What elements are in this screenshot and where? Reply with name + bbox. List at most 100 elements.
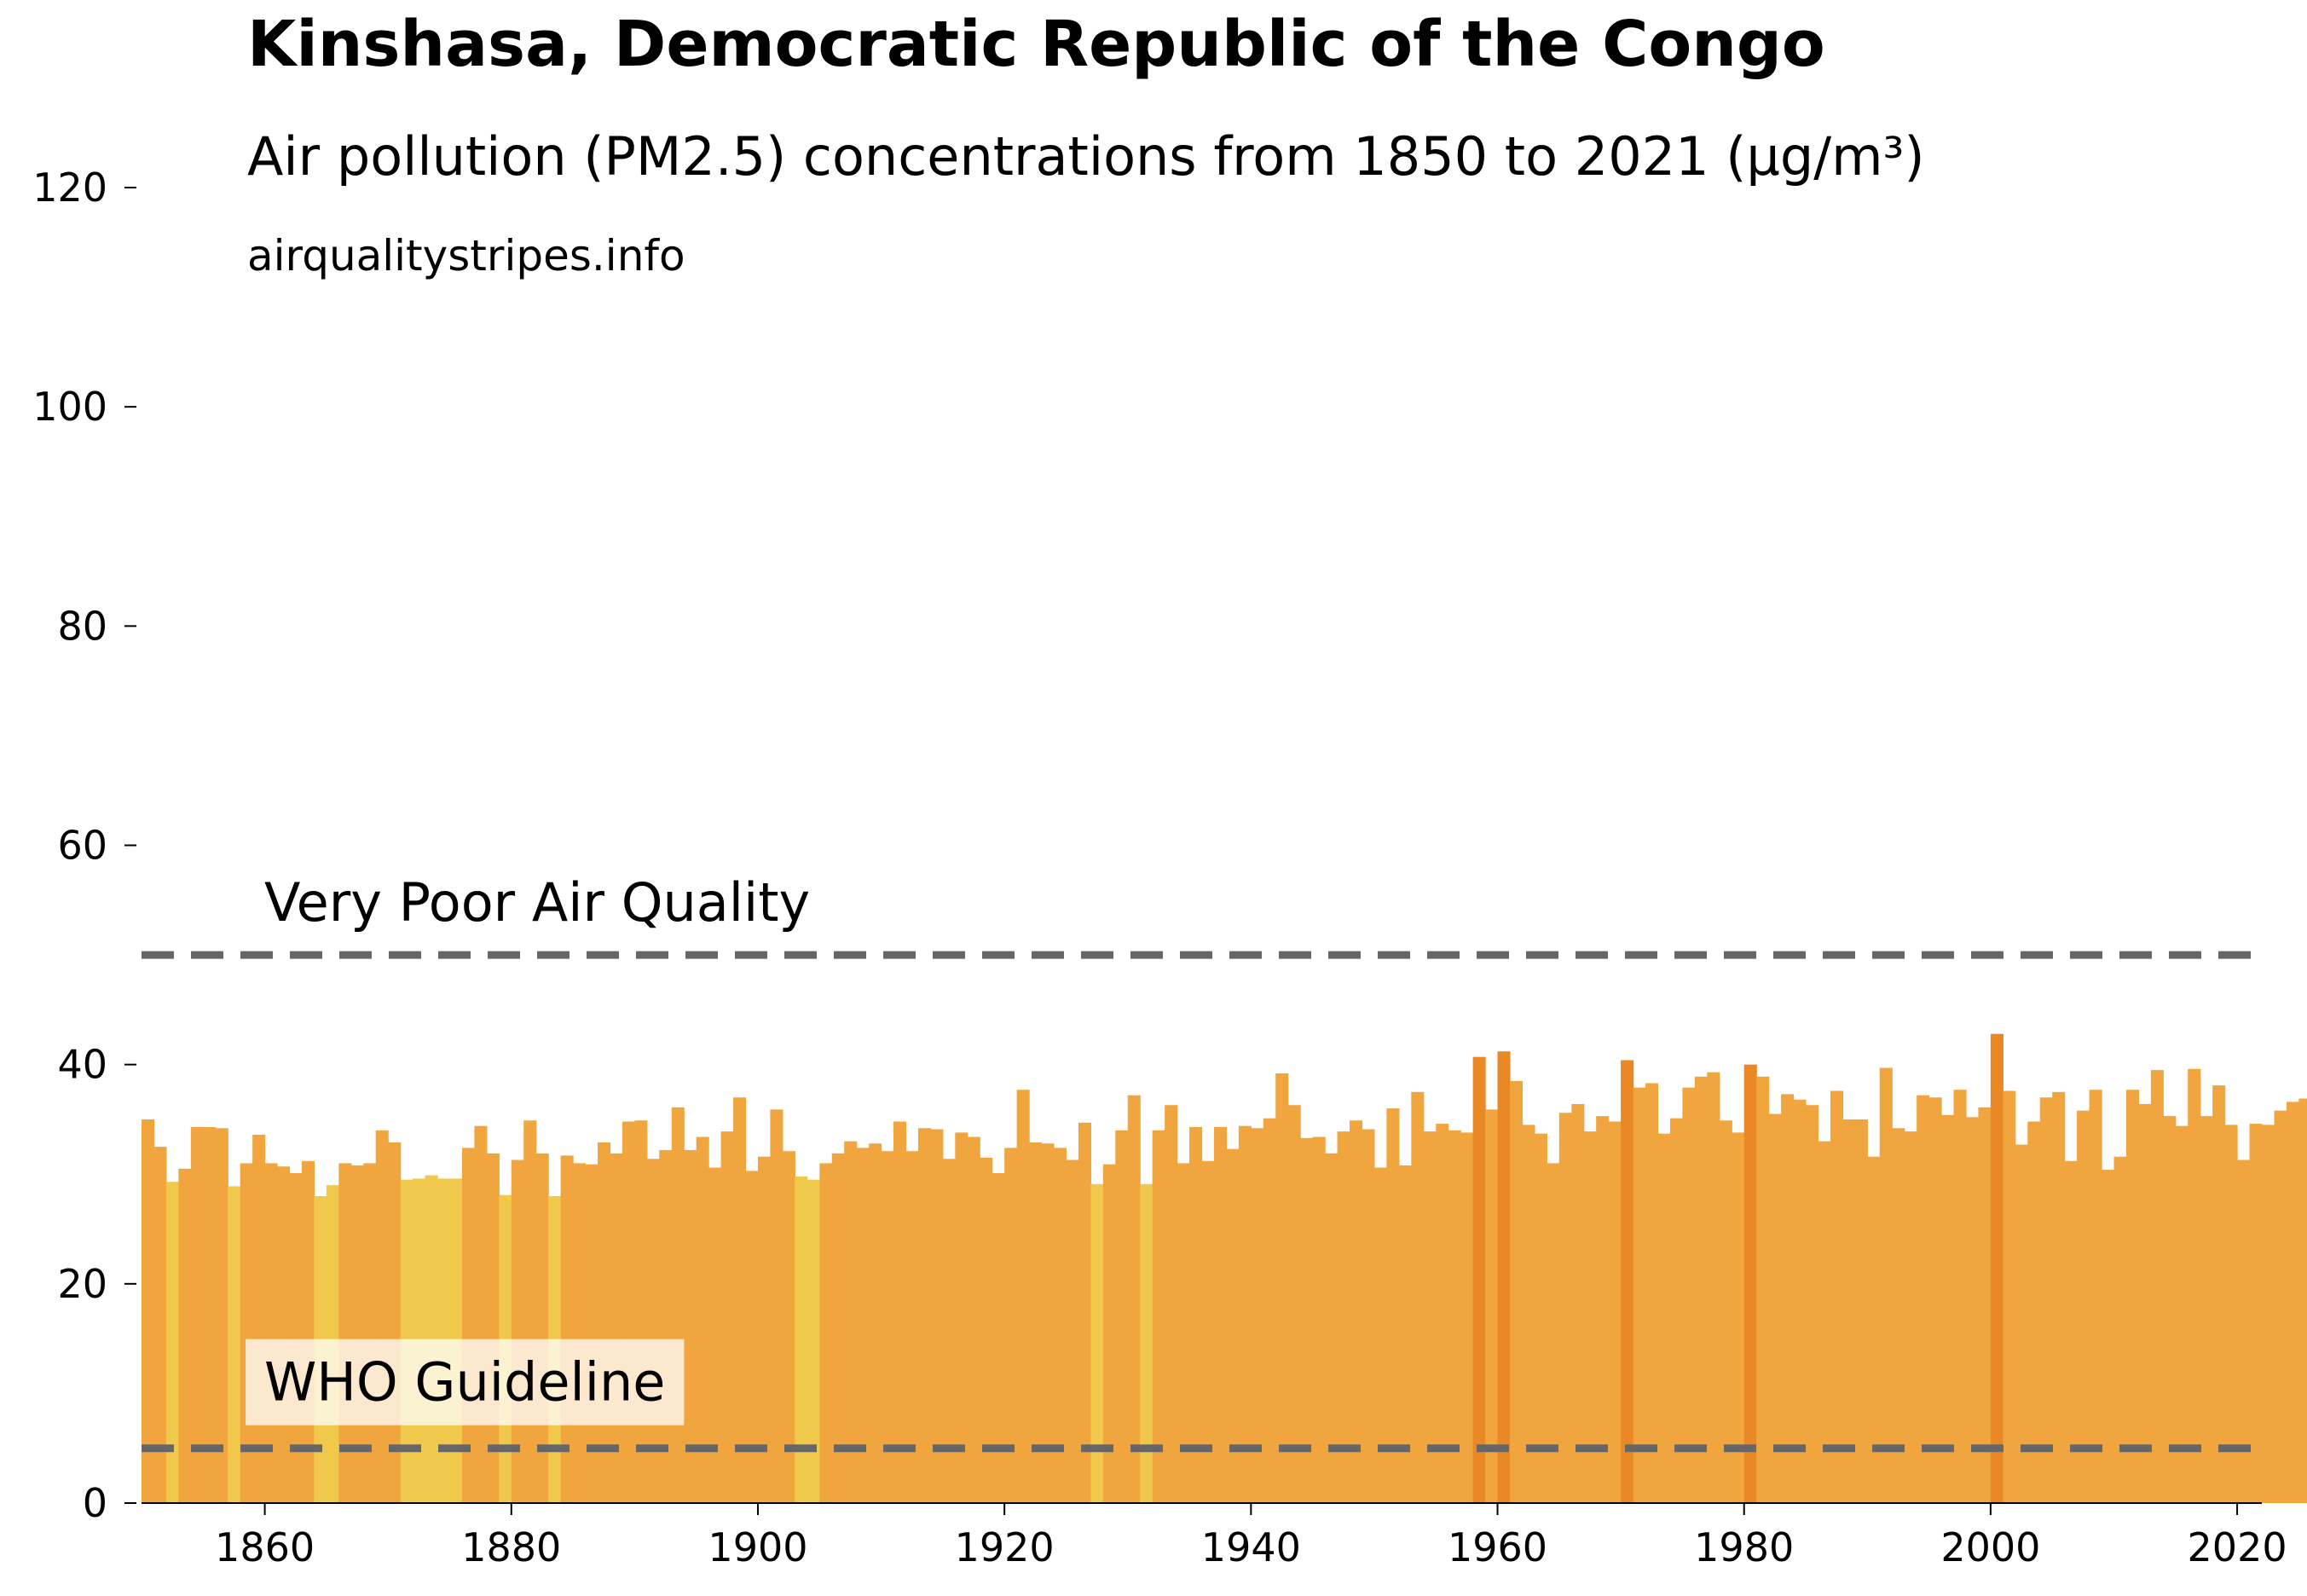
bar-2025: [2298, 1098, 2307, 1503]
bar-1855: [203, 1126, 217, 1503]
bar-2010: [2113, 1156, 2127, 1503]
bar-1912: [905, 1151, 919, 1503]
bar-1990: [1867, 1156, 1881, 1503]
bar-1974: [1669, 1118, 1684, 1503]
bar-1992: [1892, 1128, 1905, 1503]
bar-1945: [1312, 1136, 1326, 1503]
bar-1955: [1436, 1124, 1449, 1503]
bar-1937: [1213, 1126, 1228, 1503]
bar-1965: [1558, 1113, 1572, 1503]
bar-2009: [2102, 1170, 2115, 1503]
bar-1947: [1337, 1131, 1350, 1503]
x-tick-label: 1940: [1201, 1524, 1301, 1570]
bar-2019: [2224, 1125, 2238, 1503]
very-poor-label: Very Poor Air Quality: [264, 871, 810, 934]
bar-1996: [1941, 1114, 1955, 1503]
bar-1907: [844, 1141, 858, 1503]
bar-1964: [1547, 1163, 1560, 1503]
bar-1957: [1460, 1132, 1474, 1503]
bar-1969: [1608, 1121, 1622, 1503]
chart-subtitle: Air pollution (PM2.5) concentrations fro…: [247, 125, 1925, 188]
bar-1900: [757, 1156, 772, 1503]
bar-1903: [795, 1176, 808, 1503]
bar-1942: [1275, 1073, 1289, 1503]
y-tick-label: 40: [57, 1042, 107, 1088]
y-tick-label: 0: [83, 1480, 107, 1526]
bar-1958: [1472, 1056, 1486, 1503]
x-tick-label: 1900: [708, 1524, 807, 1570]
bar-1982: [1768, 1113, 1782, 1503]
bar-1908: [856, 1148, 870, 1503]
bar-2022: [2262, 1125, 2275, 1503]
who-label-background: [246, 1339, 685, 1425]
bar-1952: [1398, 1165, 1412, 1503]
bar-1931: [1140, 1183, 1154, 1503]
bar-1997: [1953, 1090, 1967, 1503]
bar-1943: [1287, 1105, 1301, 1503]
bar-1902: [782, 1151, 795, 1503]
x-tick-label: 1980: [1694, 1524, 1794, 1570]
x-axis: 1860 1880 1900 1920 1940 1960 1980 2000 2020: [215, 1503, 2287, 1570]
bar-1936: [1201, 1160, 1215, 1503]
bar-1975: [1682, 1087, 1696, 1503]
bar-1939: [1238, 1125, 1252, 1503]
bar-1916: [955, 1132, 968, 1503]
bar-1972: [1645, 1083, 1659, 1503]
bar-1895: [696, 1136, 709, 1503]
bar-1926: [1078, 1122, 1091, 1503]
bar-1946: [1325, 1153, 1339, 1503]
bar-1978: [1719, 1120, 1732, 1503]
bar-1971: [1633, 1087, 1646, 1503]
bar-1911: [893, 1121, 907, 1503]
bar-1915: [942, 1159, 956, 1503]
bar-2005: [2052, 1091, 2066, 1503]
bar-1852: [165, 1182, 179, 1503]
bar-2021: [2249, 1124, 2263, 1503]
bar-1861: [277, 1166, 291, 1503]
bar-1994: [1917, 1095, 1930, 1503]
bar-1867: [350, 1165, 364, 1503]
bar-1953: [1411, 1091, 1425, 1503]
bar-1856: [215, 1128, 228, 1503]
bar-1857: [228, 1186, 241, 1503]
bar-2014: [2163, 1116, 2177, 1503]
bar-2016: [2188, 1068, 2201, 1503]
bar-1962: [1522, 1125, 1535, 1503]
bars-group: [142, 1033, 2307, 1503]
bar-2020: [2237, 1159, 2251, 1503]
bar-2004: [2039, 1097, 2053, 1503]
bar-1906: [831, 1153, 845, 1503]
bar-1984: [1793, 1099, 1807, 1503]
bar-2006: [2064, 1160, 2078, 1503]
bar-2003: [2027, 1121, 2041, 1503]
chart-source: airqualitystripes.info: [247, 231, 685, 280]
bar-1862: [289, 1172, 303, 1503]
bar-1894: [684, 1149, 697, 1503]
bar-2002: [2015, 1144, 2028, 1503]
bar-2017: [2200, 1116, 2213, 1503]
bar-1941: [1263, 1118, 1276, 1503]
bar-1869: [375, 1130, 389, 1503]
bar-1985: [1806, 1105, 1819, 1503]
bar-1897: [720, 1131, 734, 1503]
y-tick-label: 80: [57, 603, 107, 649]
bar-1989: [1854, 1119, 1868, 1503]
bar-1976: [1694, 1076, 1708, 1503]
y-tick-label: 60: [57, 823, 107, 869]
who-guideline-label: WHO Guideline: [264, 1351, 665, 1414]
bar-2015: [2175, 1125, 2188, 1503]
bar-1901: [770, 1109, 783, 1503]
bar-1954: [1423, 1131, 1437, 1503]
bar-2007: [2077, 1110, 2090, 1503]
bar-1970: [1621, 1060, 1634, 1503]
x-tick-label: 1880: [461, 1524, 561, 1570]
bar-1898: [733, 1097, 747, 1503]
y-tick-label: 100: [32, 384, 107, 430]
bar-1877: [474, 1125, 488, 1503]
bar-1938: [1226, 1148, 1240, 1503]
bar-1896: [708, 1167, 722, 1503]
bar-1854: [190, 1126, 204, 1503]
bar-1866: [338, 1163, 352, 1503]
bar-1853: [178, 1168, 192, 1503]
bar-1893: [671, 1107, 685, 1503]
